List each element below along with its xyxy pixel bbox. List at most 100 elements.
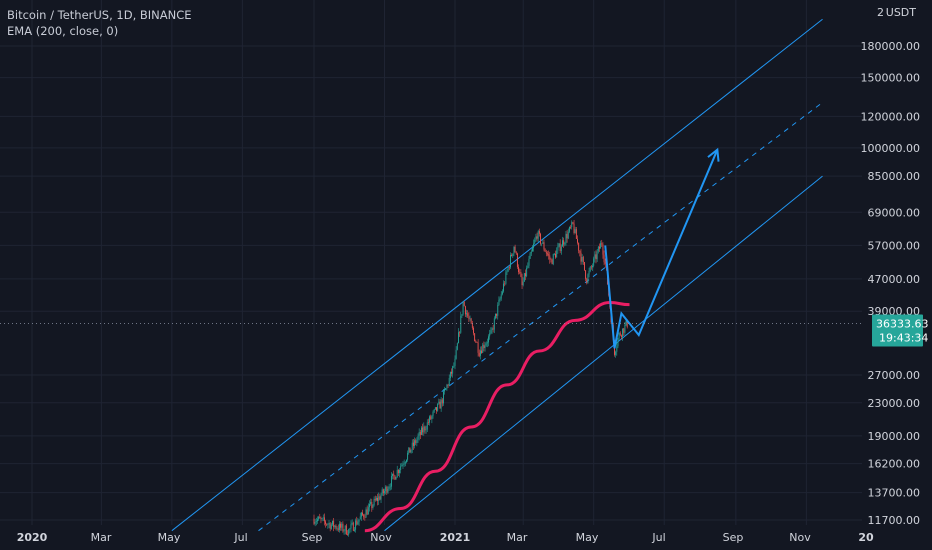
last-price-value: 36333.63 (876, 317, 929, 330)
candle (380, 492, 382, 503)
candle (320, 516, 322, 524)
candle (485, 341, 487, 347)
candle (392, 473, 394, 480)
candle (449, 371, 451, 382)
channel-middle-line[interactable] (258, 102, 823, 532)
candle (452, 365, 454, 378)
candle (498, 296, 500, 306)
candle (535, 233, 537, 242)
candle (463, 300, 465, 307)
candle (558, 243, 560, 248)
price-tick-label: 57000.00 (868, 239, 921, 252)
time-tick-label: Sep (723, 531, 744, 544)
candle (574, 226, 576, 234)
chart-legend: Bitcoin / TetherUS, 1D, BINANCE EMA (200… (7, 7, 192, 39)
price-tick-label: 150000.00 (861, 72, 921, 85)
candle (441, 398, 443, 407)
candle (616, 342, 618, 356)
candle (478, 349, 480, 358)
price-unit-label[interactable]: USDT (883, 6, 918, 19)
candle (481, 346, 483, 354)
candle (410, 449, 412, 454)
price-scale[interactable]: 180000.00 150000.00 120000.00 100000.00 8500… (861, 6, 929, 527)
ema-indicator-label[interactable]: EMA (200, close, 0) (7, 24, 119, 38)
candle (507, 266, 509, 273)
candle (360, 511, 362, 521)
candle (538, 228, 540, 237)
candle (437, 403, 439, 412)
candle (397, 469, 399, 476)
channel-upper-line[interactable] (171, 18, 823, 532)
candle (595, 250, 597, 264)
candle (492, 324, 494, 333)
candle (545, 249, 547, 257)
candle (572, 221, 574, 225)
candle (557, 242, 559, 254)
candle (333, 517, 335, 532)
candle (501, 289, 503, 296)
candle (564, 241, 566, 247)
candle (456, 342, 458, 351)
candle (466, 309, 468, 318)
candle (342, 521, 344, 533)
time-scale[interactable]: 2020 Mar May Jul Sep Nov 2021 Mar May Jul Sep Nov 20 (17, 531, 874, 544)
candle (529, 252, 531, 259)
candle (500, 291, 502, 301)
candle (345, 523, 347, 536)
candle (482, 342, 484, 354)
candle (475, 339, 477, 344)
candle (338, 520, 340, 533)
candle (347, 530, 348, 536)
candle (563, 237, 565, 248)
channel-lower-line[interactable] (384, 175, 823, 532)
time-tick-label: Sep (302, 531, 323, 544)
candle (506, 268, 508, 276)
candle (432, 410, 434, 419)
candle (504, 280, 506, 287)
candle (423, 422, 425, 436)
candle (454, 355, 456, 370)
price-tick-label: 47000.00 (868, 273, 921, 286)
projection-arrow-path[interactable] (604, 149, 719, 349)
candle (442, 389, 444, 406)
candle (579, 250, 581, 257)
price-tick-label: 19000.00 (868, 430, 921, 443)
candle (319, 513, 321, 519)
candle (325, 519, 327, 528)
candle (408, 447, 410, 455)
symbol-title[interactable]: Bitcoin / TetherUS, 1D, BINANCE (7, 8, 192, 22)
candle (373, 496, 375, 507)
candle (525, 269, 526, 281)
candle (510, 252, 511, 270)
candle (583, 261, 585, 271)
candle (513, 246, 515, 257)
projection-arrowhead[interactable] (707, 147, 720, 162)
candle (530, 249, 532, 257)
candle (458, 328, 459, 344)
candle (474, 332, 476, 342)
candle (448, 374, 450, 387)
candle (352, 521, 354, 532)
candle (567, 228, 569, 240)
candle (378, 492, 380, 505)
candle (446, 383, 448, 391)
candle (619, 331, 621, 337)
time-tick-label: Nov (370, 531, 392, 544)
candle (512, 253, 514, 259)
price-tick-label: 23000.00 (868, 397, 921, 410)
regression-channel[interactable] (171, 18, 823, 532)
candle (469, 315, 471, 322)
candle (326, 523, 328, 527)
time-tick-label: May (158, 531, 181, 544)
candle (390, 472, 392, 490)
price-tick-label: 16200.00 (868, 458, 921, 471)
candle (573, 220, 575, 235)
candle (429, 415, 431, 426)
candle (522, 277, 524, 287)
candle (367, 503, 369, 515)
candle (355, 518, 357, 533)
candle (560, 244, 562, 255)
candle (356, 516, 358, 526)
